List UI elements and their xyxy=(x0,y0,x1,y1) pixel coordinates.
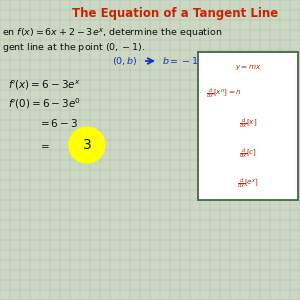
FancyBboxPatch shape xyxy=(198,52,298,200)
Text: $f'(0) = 6 - 3e^0$: $f'(0) = 6 - 3e^0$ xyxy=(8,97,81,111)
Text: $f'(x) = 6 - 3e^x$: $f'(x) = 6 - 3e^x$ xyxy=(8,78,81,92)
Text: $(0,b)$: $(0,b)$ xyxy=(112,55,138,67)
Text: $= 6 - 3$: $= 6 - 3$ xyxy=(38,117,78,129)
Text: $3$: $3$ xyxy=(82,138,92,152)
Circle shape xyxy=(69,127,105,163)
Text: $b = -1$: $b = -1$ xyxy=(162,56,199,67)
Text: The Equation of a Tangent Line: The Equation of a Tangent Line xyxy=(72,8,278,20)
Text: $\frac{d}{dx}[x]$: $\frac{d}{dx}[x]$ xyxy=(239,117,257,131)
Text: $\frac{d}{dx}[c]$: $\frac{d}{dx}[c]$ xyxy=(239,147,257,161)
Text: $\frac{d}{dx}[x^n] = n$: $\frac{d}{dx}[x^n] = n$ xyxy=(206,87,242,101)
Text: $y = mx$: $y = mx$ xyxy=(235,64,261,73)
Text: gent line at the point $(0, -1)$.: gent line at the point $(0, -1)$. xyxy=(2,40,145,53)
Text: $\frac{d}{dx}[e^x]$: $\frac{d}{dx}[e^x]$ xyxy=(237,177,259,191)
Text: en $f(x) = 6x + 2 - 3e^x$, determine the equation: en $f(x) = 6x + 2 - 3e^x$, determine the… xyxy=(2,26,222,40)
Text: $=$: $=$ xyxy=(38,140,50,150)
